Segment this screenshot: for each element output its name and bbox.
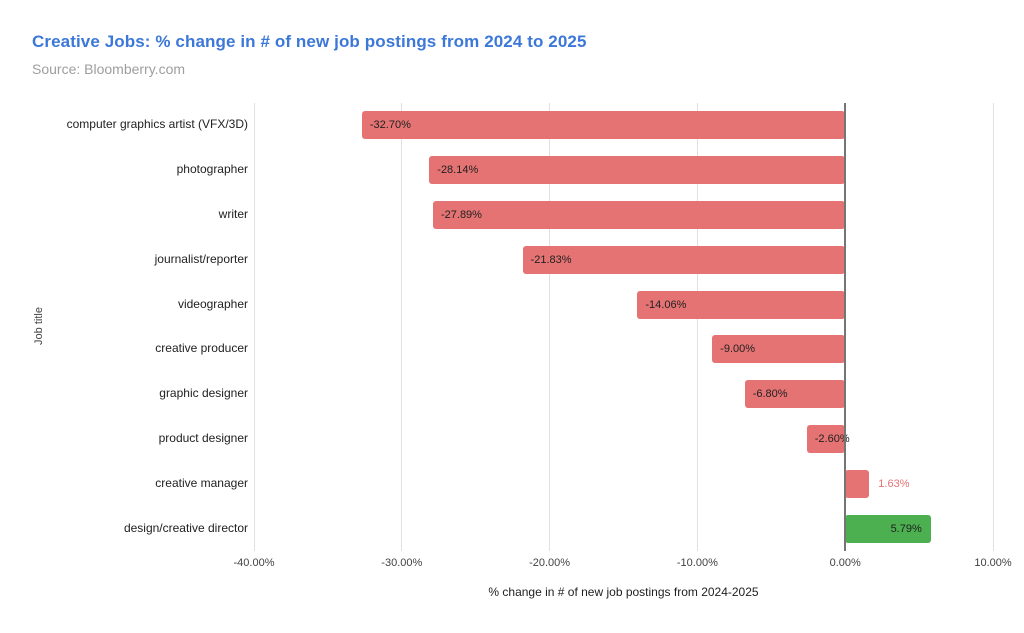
bar-value-label: -2.60% (814, 433, 850, 445)
category-label: videographer (177, 296, 248, 311)
category-label: design/creative director (123, 520, 248, 535)
gridline (992, 103, 994, 551)
bar-value-label: -21.83% (530, 253, 572, 266)
bar-value-label: -9.00% (720, 343, 756, 356)
bar-design-creative-director (845, 514, 931, 543)
category-label: photographer (176, 162, 248, 177)
bar-value-label: -27.89% (440, 209, 482, 221)
bar-value-label: -6.80% (752, 388, 788, 401)
category-label: creative manager (155, 476, 248, 490)
bar-creative-producer (712, 335, 846, 364)
x-tick-label: -40.00% (233, 557, 275, 569)
gridline (549, 103, 551, 551)
plot-area: -32.70% -28.14% -27.89% -21.83% -14.06% -9.00… (253, 103, 994, 551)
bar-value-label: 1.63% (878, 477, 910, 490)
x-tick-label: -10.00% (676, 557, 718, 569)
category-label: journalist/reporter (154, 252, 248, 266)
x-tick-label: 10.00% (974, 557, 1012, 569)
x-tick-label: -30.00% (381, 557, 423, 569)
bar-graphic-designer (744, 380, 846, 409)
y-axis-title: Job title (33, 307, 45, 345)
zero-axis-line (844, 103, 847, 551)
category-label: creative producer (155, 341, 248, 356)
bar-value-label: -28.14% (437, 164, 479, 177)
category-label: writer (218, 207, 248, 222)
bar-value-label: 5.79% (890, 522, 922, 535)
bar-writer (432, 201, 846, 229)
x-tick-label: -20.00% (529, 557, 571, 569)
chart-source: Source: Bloomberry.com (32, 61, 186, 77)
bar-journalist-reporter (522, 245, 846, 274)
category-label: product designer (158, 431, 248, 446)
bar-value-label: -14.06% (645, 298, 687, 311)
chart-title: Creative Jobs: % change in # of new job … (32, 32, 587, 51)
bar-creative-manager (845, 469, 870, 498)
bar-computer-graphics-artist-vfx-3d- (361, 111, 846, 140)
x-axis-ticks: -40.00% -30.00% -20.00% -10.00% 0.00% 10.00% (234, 557, 1012, 571)
category-label: computer graphics artist (VFX/3D) (66, 117, 248, 132)
bar-photographer (429, 156, 846, 185)
x-tick-label: 0.00% (829, 557, 861, 569)
gridline (696, 103, 698, 551)
bar-product-designer (806, 425, 846, 453)
gridline (401, 103, 403, 551)
gridline (253, 103, 255, 551)
category-labels: computer graphics artist (VFX/3D) photogr… (60, 103, 248, 551)
bar-value-label: -32.70% (369, 119, 411, 132)
category-label: graphic designer (159, 386, 248, 401)
bar-videographer (637, 290, 846, 319)
x-axis-title: % change in # of new job postings from 2… (488, 585, 759, 599)
